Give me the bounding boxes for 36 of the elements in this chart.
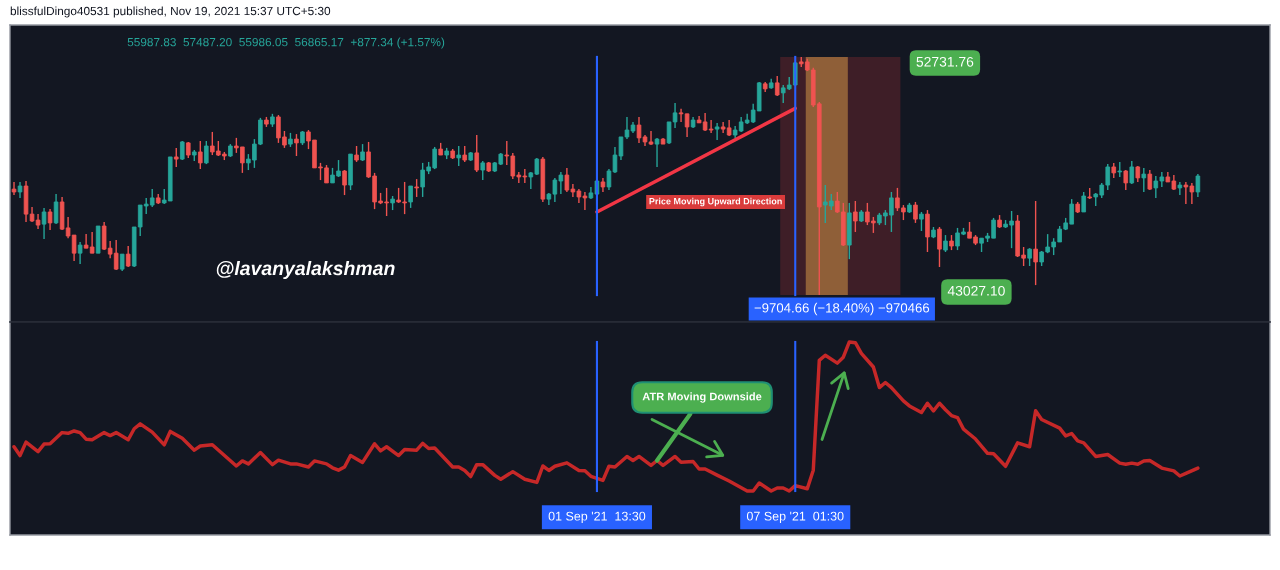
x-tick-label: 07 Sep '21 01:30 [746,511,844,524]
candlestick [456,145,461,167]
candlestick [480,160,486,181]
candlestick [47,208,53,231]
candlestick [654,137,660,168]
annotation: ATR Moving Downside [642,392,762,403]
candlestick [774,75,780,97]
candlestick [913,201,918,224]
candlestick [1195,173,1201,198]
candlestick [925,209,930,253]
annotation: 52731.76 [916,56,974,67]
candlestick [41,207,47,240]
chart-title: blissfulDingo40531 published, Nov 19, 2021 15:37 UTC+5:30 [10,6,331,18]
candlestick [77,241,83,265]
x-tick-label: 01 Sep '21 13:30 [548,511,646,524]
candlestick [53,193,59,225]
candlestick [937,226,942,268]
candlestick [1141,167,1147,193]
candlestick [474,134,480,173]
candlestick [408,185,413,209]
annotation: Price Moving Upward Direction [649,197,782,207]
candlestick [173,147,179,168]
candlestick [1033,200,1038,286]
candlestick [853,200,858,233]
candlestick [1081,191,1086,213]
candlestick [198,140,203,170]
candlestick [294,133,299,157]
candlestick [125,245,131,268]
candlestick [1123,169,1129,191]
candlestick [919,211,924,232]
candlestick [714,122,720,141]
annotation: @lavanyalakshman [216,260,395,280]
annotation: 43027.10 [947,285,1005,296]
text: 55987.83 57487.20 55986.05 56865.17 +877.34 (+1.57%) [127,37,445,49]
candlestick [342,169,347,196]
annotation: −9704.66 (−18.40%) −970466 [754,302,930,316]
